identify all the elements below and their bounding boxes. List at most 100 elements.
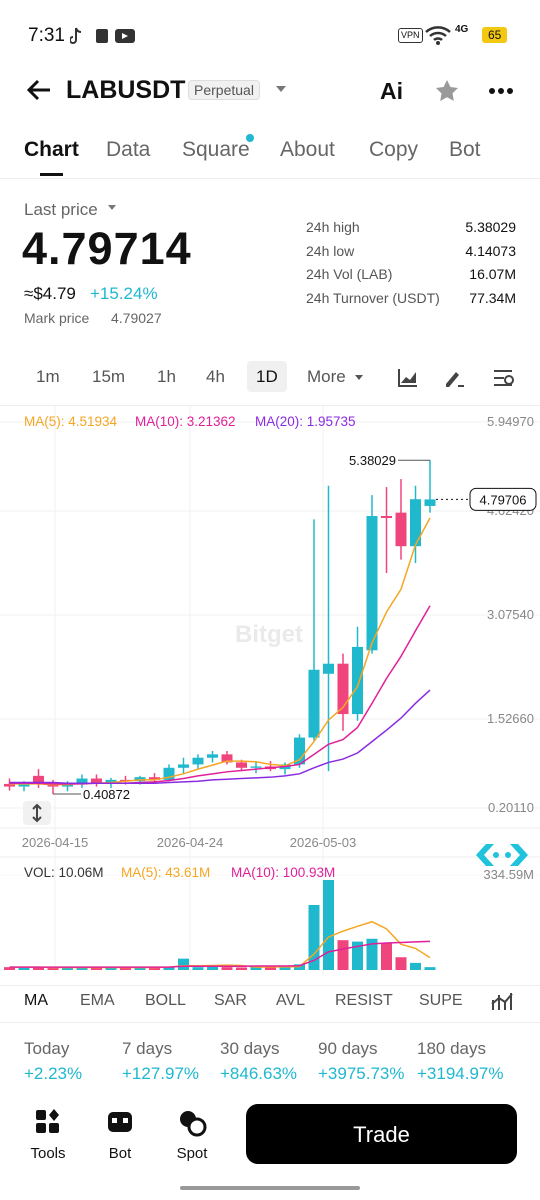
stat-label: 24h Vol (LAB) [306,266,393,282]
tab[interactable]: Square [182,138,250,161]
volume-bar [120,967,131,970]
chart-tools [398,369,514,387]
contract-badge[interactable]: Perpetual [188,80,260,100]
volume-bar [236,967,247,970]
dropdown-caret[interactable] [274,84,288,94]
candle-body [105,779,117,783]
candle-body [4,783,15,787]
stat-label: 24h low [306,242,355,259]
candle-body [149,777,160,780]
y-tick-label: 0.20110 [488,800,534,815]
indicator-tab[interactable]: SUPE [419,992,463,1009]
stat-value: 4.14073 [465,242,516,259]
period-change: +3975.73% [318,1064,405,1083]
status-icons [70,27,135,44]
volume-bar [221,967,233,970]
volume-bar [323,879,334,970]
volume-bar [424,967,436,970]
interval[interactable]: 1m [36,367,60,386]
period-change: +846.63% [220,1064,298,1083]
volume-bar [410,962,421,970]
interval[interactable]: 1D [247,361,287,392]
nav-label[interactable]: Bot [108,1145,132,1162]
volume-bar [18,967,30,970]
last-price: 4.79714 [22,223,192,274]
candle-body [294,737,305,765]
candle-body [178,764,189,768]
candle-body [366,515,378,651]
indicator-tab[interactable]: MA [24,992,48,1009]
last-price-label: 4.79706 [480,492,527,507]
ma-label: MA(20): 1.95735 [255,414,356,429]
interval[interactable]: 4h [206,367,225,386]
tools-icon[interactable] [36,1109,59,1133]
indicator-settings[interactable] [490,990,514,1012]
caret [108,205,116,210]
last-price-box [469,487,537,511]
indicator-tab[interactable]: RESIST [335,992,393,1009]
stat-value: 16.07M [469,266,516,282]
bitget-logo-button[interactable] [472,840,532,870]
trade-button[interactable]: Trade [246,1104,517,1164]
back-button[interactable] [26,78,52,102]
indicator-tab[interactable]: SAR [214,992,247,1009]
volume-bar [91,967,102,970]
candle-body [352,646,363,715]
candle-body [62,784,73,787]
tab[interactable]: Data [106,138,151,161]
spot-icon[interactable] [180,1111,207,1137]
candle-body [163,767,175,780]
volume-bar [279,965,291,970]
vol-label: VOL: 10.06M [24,865,104,880]
x-tick-label: 2026-05-03 [290,835,357,850]
candle-body [250,766,262,768]
draw-icon[interactable] [446,372,464,387]
bot-icon[interactable] [108,1112,132,1132]
y-tick-label: 334.59M [483,867,534,882]
interval[interactable]: 1h [157,367,176,386]
candle-body [207,754,218,758]
divider [0,178,540,179]
status-battery: 65 [482,27,508,43]
status-vpn: VPN [398,28,423,43]
indicator-tab[interactable]: BOLL [145,992,186,1009]
tab[interactable]: Chart [24,138,79,161]
tab[interactable]: Copy [369,138,419,161]
last-price-label[interactable]: Last price [24,200,98,219]
tab[interactable]: Bot [449,138,481,161]
period-change: +3194.97% [417,1064,504,1083]
symbol: LABUSDT [66,76,186,104]
candle-body [33,775,44,784]
more-menu[interactable] [488,86,514,96]
divider [0,1022,540,1023]
interval[interactable]: 15m [92,367,126,386]
interval[interactable]: More [307,367,346,386]
period-label: 90 days [318,1039,378,1058]
period-label: 180 days [417,1039,486,1058]
volume-bar [149,967,160,970]
nav-icons [36,1109,207,1137]
volume-bar [308,904,320,970]
ai-button[interactable]: Ai [380,78,403,104]
favorite-star[interactable] [434,78,460,104]
volume-bar [178,958,189,970]
settings-icon[interactable] [494,370,514,386]
nav-label[interactable]: Spot [176,1145,208,1162]
chart-type-icon[interactable] [398,369,417,387]
caret [355,375,363,380]
nav-label[interactable]: Tools [30,1145,66,1162]
indicator-tab[interactable]: EMA [80,992,115,1009]
ma-label: MA(10): 3.21362 [135,414,236,429]
stat-label: 24h Turnover (USDT) [306,289,440,306]
candle-body [192,757,204,765]
zoom-handle[interactable] [22,800,52,826]
tab[interactable]: About [280,138,335,161]
period-label: 7 days [122,1039,173,1058]
volume-bar [265,966,276,970]
stat-label: 24h high [306,219,360,235]
candle-body [221,754,233,763]
volume-bar [47,967,59,970]
indicator-tab[interactable]: AVL [276,992,306,1009]
candle-body [395,512,407,547]
volume-bar [352,941,363,970]
